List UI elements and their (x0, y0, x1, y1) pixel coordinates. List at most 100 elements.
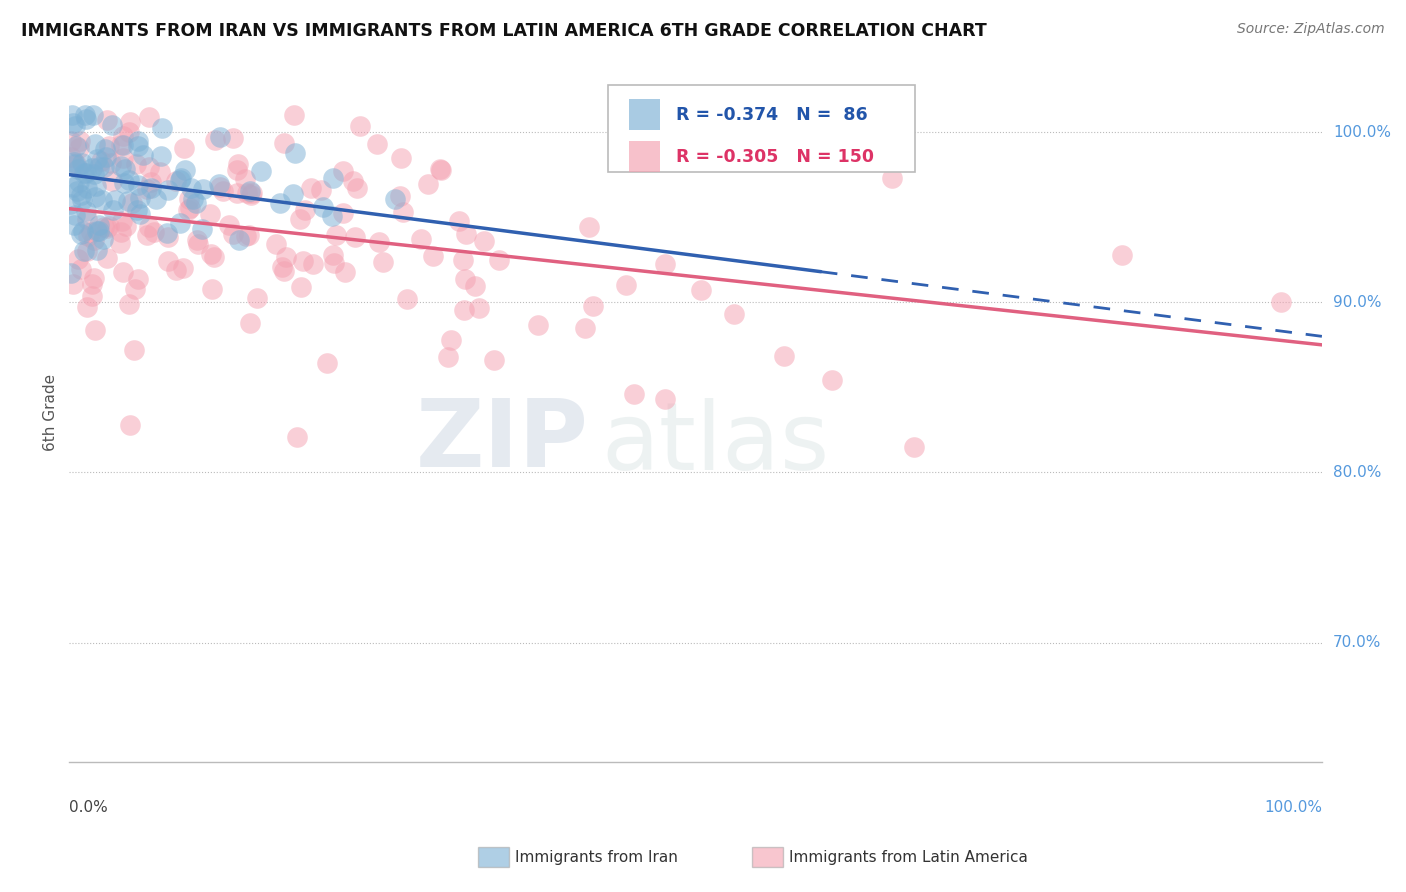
Point (90, 154, 112, 169)
Point (239, 185, 262, 199)
Point (96, 220, 118, 235)
Point (187, 236, 209, 251)
Point (484, 352, 506, 367)
Point (87, 224, 110, 238)
Point (128, 191, 150, 205)
Point (323, 256, 346, 270)
Text: Immigrants from Iran: Immigrants from Iran (515, 850, 678, 864)
Text: 90.0%: 90.0% (1333, 295, 1382, 310)
Point (273, 264, 295, 278)
Point (62, 180, 84, 194)
Point (240, 186, 263, 201)
Point (101, 203, 124, 218)
Point (451, 253, 474, 268)
Point (723, 307, 745, 321)
Point (614, 277, 637, 292)
Point (65, 157, 87, 171)
Point (125, 202, 148, 217)
FancyBboxPatch shape (628, 141, 661, 172)
Point (349, 120, 371, 134)
Point (294, 202, 316, 217)
Point (488, 252, 510, 267)
Point (821, 373, 844, 387)
Point (59, 134, 82, 148)
Point (110, 225, 132, 239)
Point (127, 272, 149, 286)
Point (111, 264, 134, 278)
Point (191, 222, 214, 236)
Point (165, 174, 187, 188)
Point (76, 212, 98, 227)
Point (316, 355, 339, 369)
Point (325, 227, 347, 242)
Point (222, 227, 245, 242)
Point (235, 172, 257, 186)
Point (384, 192, 406, 206)
Point (169, 217, 191, 231)
Point (342, 174, 364, 188)
Point (145, 192, 167, 206)
Point (87, 161, 110, 175)
Point (157, 230, 180, 244)
Point (139, 181, 162, 195)
Point (96, 151, 118, 165)
Point (422, 249, 444, 263)
Point (67, 161, 90, 176)
Point (121, 195, 143, 210)
Point (86, 224, 108, 238)
Point (156, 227, 179, 241)
Point (118, 297, 141, 311)
Point (86, 152, 108, 166)
Point (59, 151, 82, 165)
Point (366, 136, 388, 151)
Point (114, 161, 136, 176)
Point (346, 181, 368, 195)
Point (138, 110, 160, 124)
Text: R = -0.374   N =  86: R = -0.374 N = 86 (675, 105, 868, 124)
Point (333, 265, 356, 279)
Text: 80.0%: 80.0% (1333, 465, 1381, 480)
Point (165, 263, 187, 277)
Point (309, 183, 332, 197)
Point (193, 182, 215, 196)
Point (69, 188, 91, 202)
Point (239, 316, 262, 330)
Point (127, 134, 149, 148)
Point (173, 163, 195, 178)
Point (67, 141, 90, 155)
Point (73, 244, 96, 258)
Point (321, 209, 343, 223)
Point (177, 192, 200, 206)
Point (299, 181, 322, 195)
Point (69, 227, 91, 242)
Point (150, 121, 173, 136)
Point (228, 233, 250, 247)
Point (98, 219, 121, 233)
Point (416, 177, 439, 191)
Point (436, 350, 458, 364)
Point (73, 166, 96, 180)
Point (654, 392, 676, 407)
Point (114, 219, 136, 233)
Point (429, 162, 451, 177)
Text: R = -0.305   N = 150: R = -0.305 N = 150 (675, 147, 873, 166)
Text: 100.0%: 100.0% (1264, 800, 1322, 815)
Point (173, 141, 195, 155)
Point (578, 219, 600, 234)
Point (63, 218, 86, 232)
Text: 70.0%: 70.0% (1333, 635, 1381, 650)
Point (453, 302, 475, 317)
Point (62, 115, 84, 129)
Point (108, 235, 131, 250)
Point (201, 282, 224, 296)
Point (70, 194, 93, 208)
Point (654, 257, 676, 271)
Point (322, 248, 344, 262)
Point (271, 260, 294, 275)
Point (127, 178, 149, 192)
Point (472, 234, 495, 248)
Text: Source: ZipAtlas.com: Source: ZipAtlas.com (1237, 22, 1385, 37)
Point (186, 196, 208, 211)
Point (96, 251, 118, 265)
Point (623, 386, 645, 401)
